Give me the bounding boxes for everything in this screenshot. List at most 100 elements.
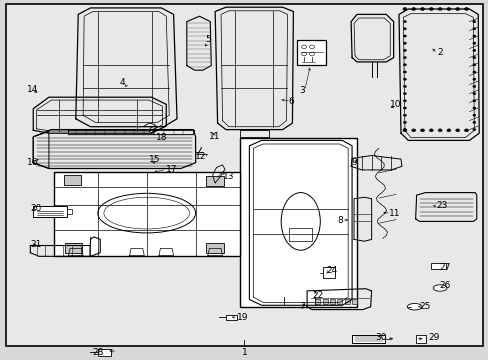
Bar [322,267,334,278]
Text: 6: 6 [288,97,294,106]
Circle shape [472,28,475,30]
Bar [225,315,236,320]
Circle shape [403,64,406,66]
Text: 17: 17 [166,165,178,174]
Circle shape [464,129,468,132]
Circle shape [403,107,406,109]
Text: 5: 5 [205,35,211,44]
Bar [288,228,311,241]
Bar [206,176,224,186]
Circle shape [472,71,475,73]
Circle shape [472,114,475,116]
Ellipse shape [407,303,421,310]
Bar [239,138,356,307]
Bar [66,209,72,214]
Circle shape [403,78,406,80]
Bar [415,335,426,343]
Circle shape [403,100,406,102]
Text: 23: 23 [435,202,447,210]
Bar [329,299,334,304]
Circle shape [472,35,475,37]
Circle shape [472,57,475,59]
Circle shape [446,129,450,132]
Circle shape [446,8,450,10]
Circle shape [411,129,415,132]
Circle shape [402,129,406,132]
Circle shape [455,8,459,10]
Text: 4: 4 [120,78,125,87]
Text: 8: 8 [337,216,343,225]
Circle shape [464,8,468,10]
Text: 16: 16 [27,158,39,167]
Text: 22: 22 [311,292,323,300]
Bar [98,349,111,356]
Circle shape [472,64,475,66]
Bar [206,243,224,253]
Text: 14: 14 [27,85,38,94]
Circle shape [403,28,406,30]
Text: 19: 19 [237,313,248,322]
Bar [297,40,325,65]
Text: 12: 12 [195,152,206,161]
Text: 26: 26 [438,281,449,289]
Bar [430,263,445,269]
Circle shape [472,78,475,80]
Bar [351,299,356,304]
Text: 21: 21 [30,240,41,248]
Circle shape [403,57,406,59]
Bar [315,299,320,304]
Circle shape [472,93,475,95]
Circle shape [472,85,475,87]
Bar [351,335,385,343]
Text: 20: 20 [30,204,41,213]
Bar [322,299,327,304]
Circle shape [437,129,441,132]
Bar [344,299,349,304]
Bar [64,243,82,253]
Circle shape [403,42,406,44]
Circle shape [420,129,424,132]
Circle shape [403,85,406,87]
Circle shape [472,107,475,109]
Circle shape [403,93,406,95]
Text: 3: 3 [299,86,305,95]
Text: 11: 11 [388,209,400,217]
Circle shape [403,114,406,116]
Circle shape [455,129,459,132]
Text: 10: 10 [389,100,401,109]
Text: 15: 15 [149,154,161,163]
Circle shape [472,129,475,131]
Circle shape [437,8,441,10]
Text: 7: 7 [299,302,305,311]
Text: 27: 27 [438,263,449,271]
Circle shape [403,35,406,37]
Text: 24: 24 [326,266,337,275]
Circle shape [403,21,406,23]
Text: 30: 30 [374,333,386,342]
Text: 2: 2 [437,48,443,57]
Text: 28: 28 [92,348,103,356]
Circle shape [403,71,406,73]
Ellipse shape [432,285,446,291]
Circle shape [411,8,415,10]
Bar [54,172,239,256]
Text: 11: 11 [209,132,221,141]
Bar [33,206,66,217]
Circle shape [428,8,432,10]
Text: 29: 29 [427,333,438,342]
Circle shape [472,49,475,51]
Circle shape [472,121,475,123]
Text: 1: 1 [241,348,247,356]
Circle shape [403,49,406,51]
Circle shape [428,129,432,132]
Text: 25: 25 [419,302,430,311]
Bar [63,175,81,185]
Circle shape [402,8,406,10]
Bar [337,299,342,304]
Circle shape [403,121,406,123]
Text: 13: 13 [222,172,234,181]
Text: 9: 9 [350,158,356,167]
Circle shape [472,21,475,23]
Text: 18: 18 [155,133,167,142]
Circle shape [420,8,424,10]
